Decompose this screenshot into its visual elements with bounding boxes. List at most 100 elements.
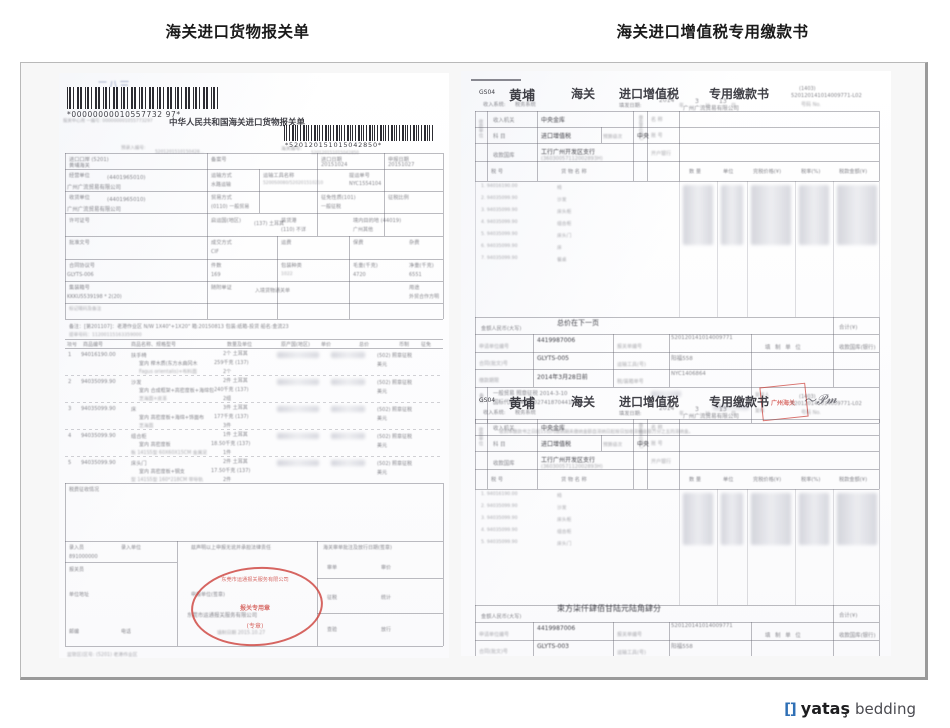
items-col-unitprice: 单价 [321,342,332,348]
item-qty-2: 17.50千克 (137) [211,468,251,474]
fill-date-year: 2014 [659,97,675,104]
attach-doc-value: 入境货物通关单 [255,288,291,294]
deadline-value: 2014年3月28日前 [537,374,588,381]
item-hs-code: 94035099.90 [81,379,116,385]
customs-declaration-scan: 二八三 *00000000010557732 97* 报关中心用 一编号: 00… [59,73,449,658]
transport-name-label: 运输工具名称 [263,173,295,179]
items-col-total: 总价 [359,342,370,348]
fill-unit-label: 填 制 单 位 [765,633,803,639]
goods-col-name: 货 物 名 称 [561,169,587,175]
item-tax-2: 美元 [377,389,388,395]
items-col-code: 商品编号 [83,342,104,348]
item-qty-3: 1件 [223,450,232,456]
levy-nature-label: 征免性质(101) [321,195,356,201]
item-tax: (502) 照章征税 [377,407,413,413]
declaration-remark-2: 提单号码：11200115163359000 [69,333,142,338]
goods-code: 1. 94016190.00 [481,492,518,497]
serial-code: (1403) [799,86,816,92]
declaration-barcode [67,87,219,109]
item-no: 4 [68,433,72,439]
goods-col-rate: 税率(%) [801,169,821,175]
statement-label: 兹声明以上申报无讹并承担法律责任 [191,545,272,551]
total-label: 金额人民币(大写) [481,326,522,332]
bill-no-value: NYC1554104 [349,181,382,187]
serial-label: 号码 No. [801,410,821,416]
item-spec-2: Fagus orientalis)+布料面 [139,370,197,375]
packing-no-value: NYC1406864 [671,371,706,377]
item-hs-code: 94035099.90 [81,460,116,466]
customs-no-value: 520120151015042850 [311,150,359,155]
item-qty-1: 3件 土耳其 [223,405,248,411]
item-spec-2: 板 141S5型 60X60X15CM 金属足 [131,451,208,456]
item-qty-1: 2件 土耳其 [223,378,248,384]
fill-unit-label: 填 制 单 位 [765,345,803,351]
approve-label: 审单 [327,565,338,571]
row-value: 工行广州开发区支行 [541,149,596,156]
transport-mode-value: 水路运输 [211,182,232,188]
row-label: 收入机关 [493,426,515,432]
apply-no-value: 4419987006 [537,337,576,344]
contract-no-label: 合同协议号 [69,263,95,269]
item-tax-2: 美元 [377,416,388,422]
item-qty-1: 2个 土耳其 [223,351,248,357]
item-qty-1: 1件 土耳其 [223,432,248,438]
stat-label: 统计 [381,595,392,601]
row-value: 中央金库 [541,425,566,432]
item-hs-code: 94035099.90 [81,433,116,439]
use-value: 外贸合作方明 [409,294,440,300]
row-value-2: (36030057112002893H) [541,156,603,162]
bill-no-label: 提运单号 [349,173,370,179]
transport-name-value: 5200S0080/520201510210 [263,181,324,186]
misc-label: 杂费 [409,240,420,246]
port-value: (110) 不详 [281,227,307,233]
customs-word: 海关 [571,87,596,101]
goods-col-rate: 税率(%) [801,477,821,483]
transport-mode-label: 运输方式 [211,173,232,179]
row-sub-label: 预算级次 [603,443,623,448]
goods-code: 2. 94035099.90 [481,504,518,509]
fill-date-month: 3 [695,406,699,413]
item-no: 3 [68,406,72,412]
item-name: 组合柜 [131,434,147,440]
vehicle-label: 运输工具(号) [617,362,646,368]
vehicle-no-value: 阳福558 [671,644,693,650]
item-spec-2: 芝海面+皮革 [139,397,168,402]
declaration-doc-heading: 中华人民共和国海关进口货物报关单 [169,118,306,128]
fill-date-label: 填发日期: [619,411,642,417]
item-name: 扶手椅 [131,353,147,359]
apply-no-value: 4419987006 [537,625,576,632]
row-value: 工行广州开发区支行 [541,457,596,464]
fill-date-year: 2014 [659,405,675,412]
item-qty-1: 2件 土耳其 [223,459,248,465]
item-qty-2: 240千克 (137) [214,387,249,393]
district-label: 境内目的地 (44019) [353,218,402,224]
goods-code: 2. 94035099.90 [481,196,518,201]
item-spec-2: 型 141S5型 160*218CM 带导轨 [131,478,204,483]
goods-name: 组合柜 [557,530,572,535]
pre-entry-no-label: 预录入编号: [121,146,146,151]
item-qty-3: 2个 [223,369,232,375]
goods-name: 餐桌 [557,258,567,263]
approval-no-label: 批准文号 [69,240,90,246]
receiver-name: 广州广流贸易有限公司 [67,207,121,213]
items-col-qty: 数量及单位 [227,342,253,348]
fill-date-y: 年 [679,411,685,417]
row-value: 进口增值税 [541,133,572,140]
item-qty-3: 3件 [223,423,232,429]
total-label: 金额人民币(大写) [481,614,522,620]
contract-label: 合同(批文)号 [479,649,508,655]
gross-weight-label: 毛重(千克) [353,263,378,269]
entry-person-label: 录入员 [69,545,85,551]
tax-bill-title: 海关进口增值税专用缴款书 [616,23,809,41]
row-value-2: (36030057112002893H) [541,464,603,470]
permit-no-label: 许可证号 [69,218,90,224]
check-label: 查验 [327,627,338,633]
declare-unit-name: 东莞市运通报关服务有限公司 [187,613,258,619]
item-no: 5 [68,460,72,466]
contract-no-value: GLYTS-003 [537,643,569,650]
packing-label: 税/装箱单号 [617,379,644,385]
form-code: GS04 [479,89,496,96]
serial-no: 520120141014009771-L02 [791,93,862,99]
import-date-label: 进口日期 [321,157,342,163]
serial-code: (1403) [799,394,816,400]
